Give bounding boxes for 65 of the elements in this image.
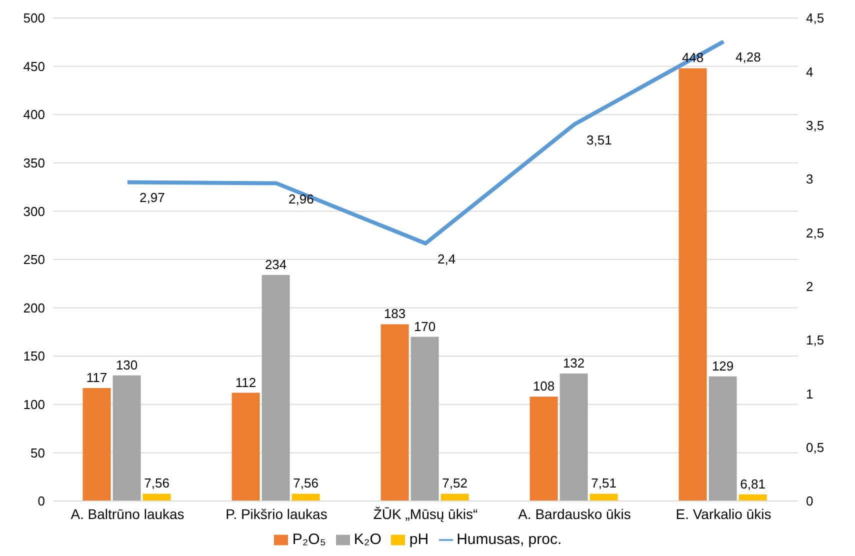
bar	[530, 396, 558, 501]
data-label: 132	[562, 355, 585, 370]
data-label: 2,97	[140, 190, 165, 206]
x-tick-label: E. Varkalio ūkis	[676, 506, 772, 522]
data-label: 7,56	[293, 476, 318, 491]
bar	[82, 388, 111, 501]
bar	[708, 376, 737, 501]
y2-tick-label: 1	[806, 386, 814, 402]
y-tick-label: 50	[30, 445, 45, 460]
data-label: 2,96	[288, 191, 314, 206]
data-label: 108	[532, 378, 555, 394]
y-tick-label: 400	[23, 107, 45, 122]
y2-tick-label: 4	[806, 64, 814, 80]
data-label: 6,81	[740, 476, 766, 492]
bar	[410, 336, 439, 501]
data-label: 7,51	[591, 476, 616, 491]
data-label: 7,52	[442, 476, 468, 491]
data-label: 112	[235, 374, 256, 390]
data-label: 117	[86, 370, 108, 385]
data-label: 2,4	[438, 251, 456, 266]
y2-tick-label: 2,5	[806, 225, 824, 240]
x-tick-label: ŽŪK „Mūsų ūkis“	[373, 506, 478, 522]
y2-tick-label: 1,5	[806, 332, 824, 348]
bar	[232, 392, 260, 501]
bar	[560, 373, 588, 501]
data-label: 4,28	[736, 50, 761, 65]
y2-tick-label: 3,5	[806, 118, 824, 133]
bar	[292, 494, 320, 501]
legend-label: K₂O	[354, 531, 382, 548]
bar	[440, 494, 469, 501]
x-tick-label: A. Bardausko ūkis	[518, 506, 631, 522]
y-tick-label: 500	[23, 10, 45, 26]
line-series	[126, 40, 726, 246]
y2-tick-label: 4,5	[806, 10, 824, 26]
x-tick-label: A. Baltrūno laukas	[70, 506, 184, 522]
bar	[262, 274, 290, 501]
y2-tick-label: 3	[806, 172, 814, 187]
y-tick-label: 0	[38, 494, 45, 509]
y-tick-label: 150	[23, 348, 45, 364]
y-tick-label: 300	[23, 204, 45, 219]
data-label: 183	[384, 306, 406, 322]
legend-label: pH	[409, 531, 429, 548]
bar	[678, 68, 707, 501]
data-label: 170	[414, 318, 436, 334]
legend-label: Humusas, proc.	[456, 531, 562, 548]
data-label: 130	[116, 357, 138, 372]
y-tick-label: 200	[23, 300, 45, 316]
bar	[738, 494, 767, 501]
y-tick-label: 450	[23, 58, 45, 74]
legend-label: P₂O₅	[292, 531, 326, 548]
data-label: 234	[264, 256, 287, 272]
data-label: 3,51	[586, 132, 612, 148]
bar	[112, 375, 141, 501]
x-tick-label: P. Pikšrio laukas	[226, 506, 328, 522]
data-label: 129	[712, 358, 734, 374]
bar	[380, 324, 409, 501]
y-tick-label: 250	[23, 252, 45, 268]
y2-tick-label: 0,5	[806, 440, 824, 455]
y2-tick-label: 2	[806, 278, 814, 294]
y2-tick-label: 0	[806, 494, 814, 509]
y-tick-label: 350	[23, 156, 45, 171]
bar	[142, 494, 171, 501]
bar	[590, 494, 618, 501]
y-tick-label: 100	[23, 397, 45, 412]
data-label: 7,56	[144, 476, 170, 491]
